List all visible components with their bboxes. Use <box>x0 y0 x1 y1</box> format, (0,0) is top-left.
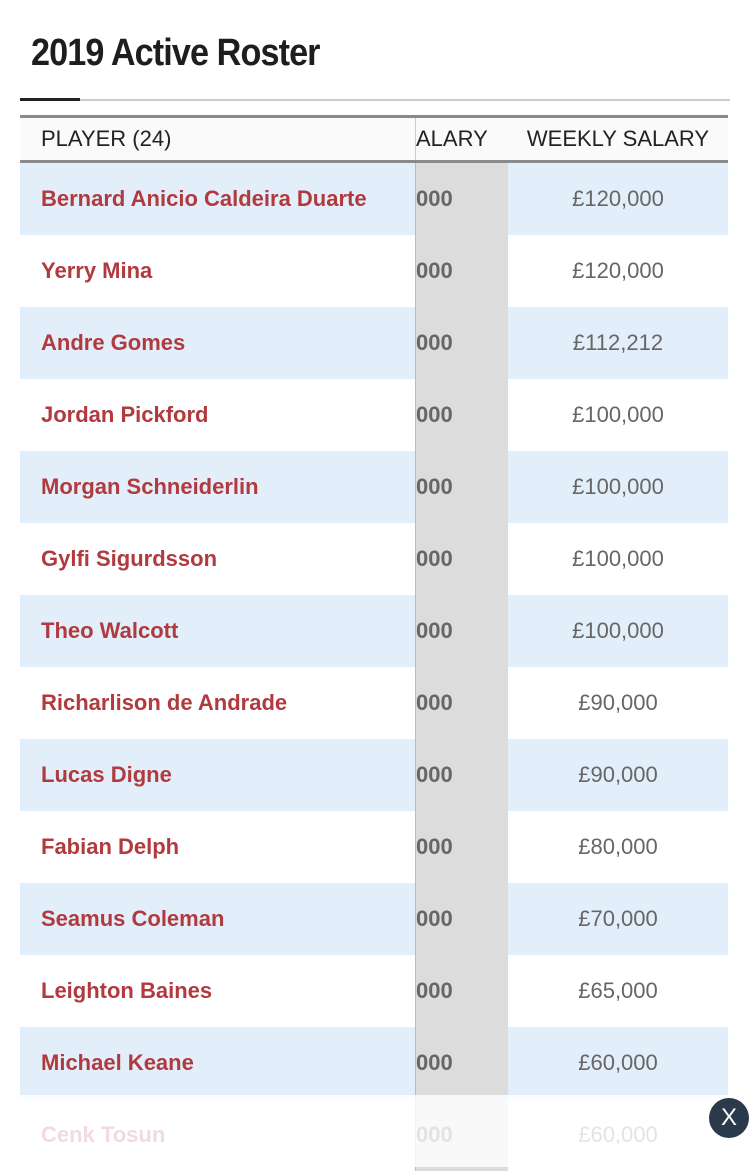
player-link[interactable]: Theo Walcott <box>41 618 179 643</box>
table-row: Fabian Delph 000 £80,000 <box>20 811 728 883</box>
weekly-salary-cell: £80,000 <box>578 834 658 859</box>
player-link[interactable]: Richarlison de Andrade <box>41 690 288 715</box>
salary-cell: 000 <box>415 739 508 811</box>
table-row: Jordan Pickford 000 £100,000 <box>20 379 728 451</box>
player-link[interactable]: Bernard Anicio Caldeira Duarte <box>41 186 367 211</box>
weekly-salary-cell: £120,000 <box>572 258 664 283</box>
salary-cell: 000 <box>415 1027 508 1099</box>
table-row: Morgan Schneiderlin 000 £100,000 <box>20 451 728 523</box>
weekly-salary-cell: £100,000 <box>572 402 664 427</box>
weekly-salary-cell: £100,000 <box>572 618 664 643</box>
salary-cell: 000 <box>415 307 508 379</box>
salary-cell: 000 <box>415 955 508 1027</box>
salary-cell: 000 <box>415 379 508 451</box>
salary-cell: 000 <box>415 883 508 955</box>
page-title: 2019 Active Roster <box>31 32 321 74</box>
player-link[interactable]: Fabian Delph <box>41 834 180 859</box>
table-header: PLAYER (24) ALARY WEEKLY SALARY <box>20 115 728 163</box>
bottom-fade <box>0 1095 750 1167</box>
weekly-salary-cell: £120,000 <box>572 186 664 211</box>
player-link[interactable]: Leighton Baines <box>41 978 213 1003</box>
roster-table: PLAYER (24) ALARY WEEKLY SALARY Bernard … <box>20 115 728 1171</box>
salary-cell: 000 <box>415 451 508 523</box>
player-link[interactable]: Morgan Schneiderlin <box>41 474 259 499</box>
salary-cell: 000 <box>415 523 508 595</box>
salary-cell: 000 <box>415 667 508 739</box>
weekly-salary-cell: £70,000 <box>578 906 658 931</box>
salary-cell: 000 <box>415 595 508 667</box>
weekly-salary-cell: £90,000 <box>578 690 658 715</box>
divider <box>20 99 730 101</box>
table-row: Seamus Coleman 000 £70,000 <box>20 883 728 955</box>
weekly-salary-cell: £60,000 <box>578 1050 658 1075</box>
table-row: Yerry Mina 000 £120,000 <box>20 235 728 307</box>
weekly-salary-cell: £90,000 <box>578 762 658 787</box>
table-row: Andre Gomes 000 £112,212 <box>20 307 728 379</box>
header-salary[interactable]: ALARY <box>415 118 508 160</box>
close-button[interactable]: X <box>709 1098 749 1138</box>
player-link[interactable]: Seamus Coleman <box>41 906 225 931</box>
player-link[interactable]: Andre Gomes <box>41 330 186 355</box>
salary-cell: 000 <box>415 811 508 883</box>
divider-accent <box>20 98 80 101</box>
table-row: Gylfi Sigurdsson 000 £100,000 <box>20 523 728 595</box>
player-link[interactable]: Jordan Pickford <box>41 402 209 427</box>
weekly-salary-cell: £112,212 <box>572 330 664 355</box>
table-row: Michael Keane 000 £60,000 <box>20 1027 728 1099</box>
weekly-salary-cell: £100,000 <box>572 546 664 571</box>
player-link[interactable]: Yerry Mina <box>41 258 153 283</box>
salary-cell: 000 <box>415 235 508 307</box>
player-link[interactable]: Gylfi Sigurdsson <box>41 546 218 571</box>
weekly-salary-cell: £65,000 <box>578 978 658 1003</box>
table-row: Lucas Digne 000 £90,000 <box>20 739 728 811</box>
table-row: Richarlison de Andrade 000 £90,000 <box>20 667 728 739</box>
weekly-salary-cell: £100,000 <box>572 474 664 499</box>
salary-cell: 000 <box>415 163 508 235</box>
table-row: Bernard Anicio Caldeira Duarte 000 £120,00… <box>20 163 728 235</box>
player-link[interactable]: Michael Keane <box>41 1050 194 1075</box>
header-weekly-salary[interactable]: WEEKLY SALARY <box>526 126 710 151</box>
player-link[interactable]: Lucas Digne <box>41 762 172 787</box>
table-row: Leighton Baines 000 £65,000 <box>20 955 728 1027</box>
header-player[interactable]: PLAYER (24) <box>41 126 172 151</box>
table-row: Theo Walcott 000 £100,000 <box>20 595 728 667</box>
